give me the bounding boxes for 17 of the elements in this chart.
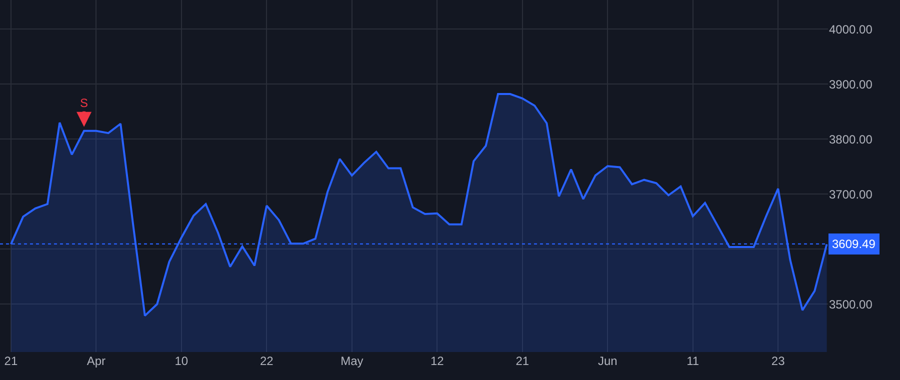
x-tick-label: 12	[430, 354, 444, 368]
y-tick-label: 3500.00	[829, 297, 873, 312]
x-tick-label: 23	[771, 354, 786, 368]
x-tick-label: 11	[686, 354, 700, 368]
x-tick-label: Jun	[598, 354, 618, 368]
x-tick-label: Apr	[86, 354, 106, 368]
x-tick-label: 22	[260, 354, 274, 368]
annotation: S	[80, 96, 88, 110]
x-tick-label: 21	[516, 354, 530, 368]
x-tick-label: May	[340, 354, 364, 368]
y-tick-label: 3700.00	[829, 187, 873, 202]
x-tick-label: 21	[4, 354, 18, 368]
y-tick-label: 3900.00	[829, 77, 873, 92]
ref-line-label: 3609.49	[832, 237, 876, 251]
y-tick-label: 3800.00	[829, 132, 873, 146]
y-tick-label: 4000.00	[829, 22, 873, 36]
x-tick-label: 10	[174, 354, 188, 368]
